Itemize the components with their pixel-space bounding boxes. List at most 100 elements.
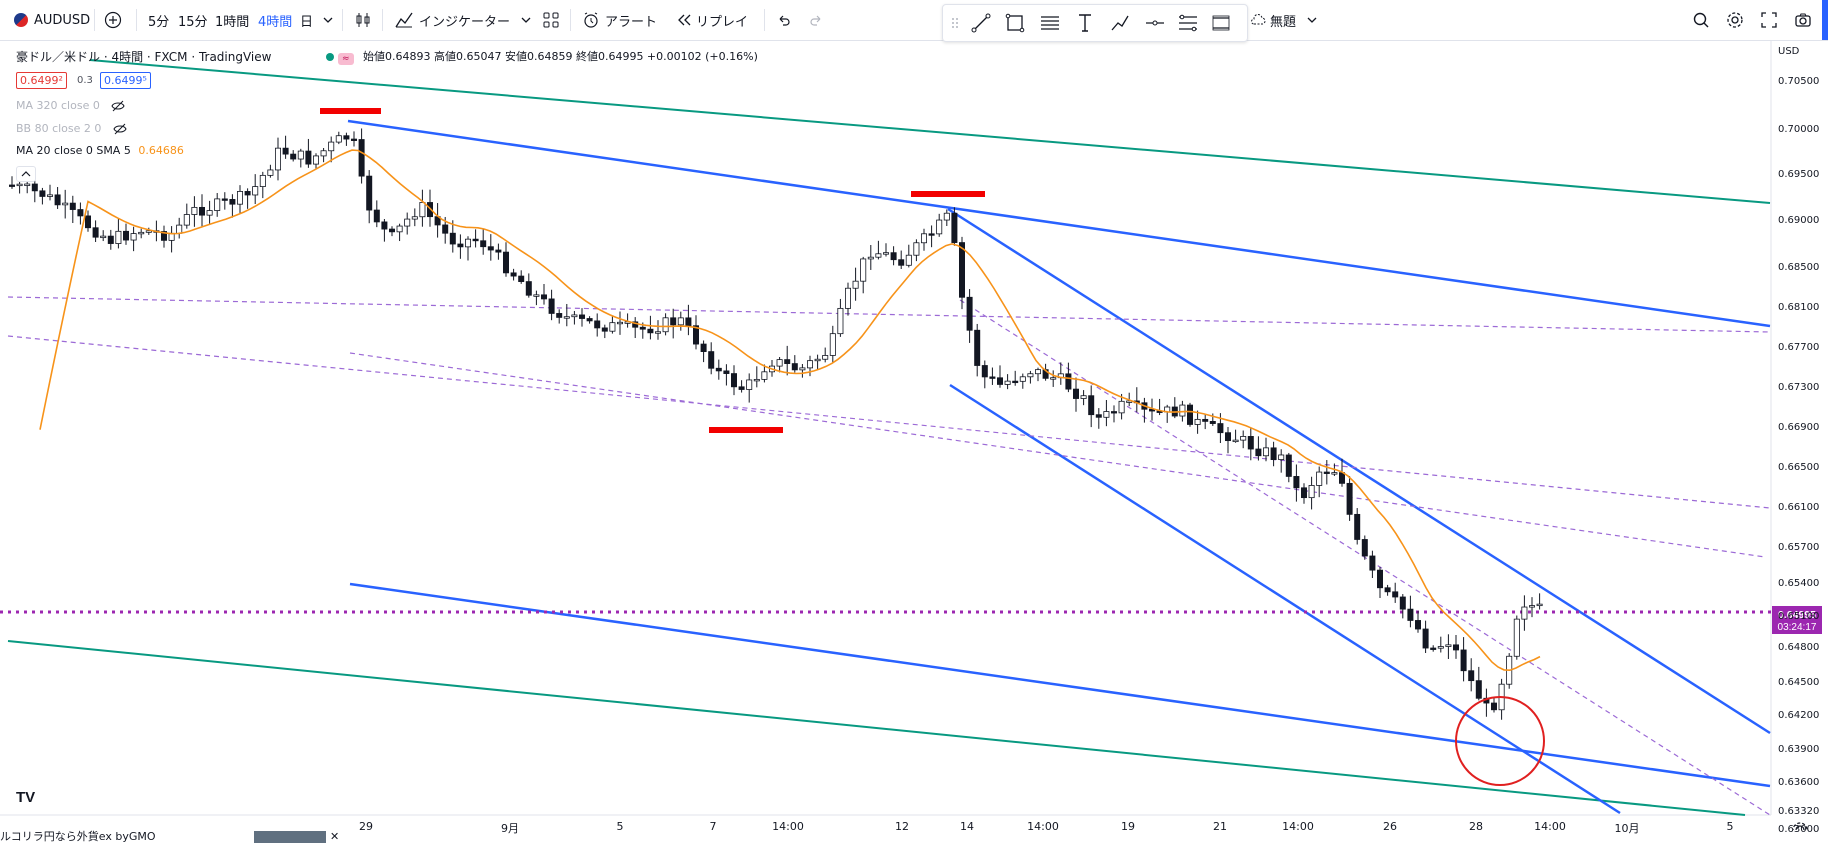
candle-body: [24, 183, 31, 186]
ad-close-icon[interactable]: ✕: [330, 830, 340, 843]
bid-price[interactable]: 0.6499²: [16, 72, 67, 89]
candle-body: [214, 198, 221, 211]
candle-body: [1293, 476, 1300, 489]
x-tick-label: 21: [1213, 820, 1227, 833]
candle-body: [799, 367, 806, 371]
candle-body: [1270, 447, 1277, 460]
candle-body: [335, 135, 342, 143]
candle-body: [396, 225, 403, 233]
interval-1h[interactable]: 1時間: [215, 14, 250, 30]
layout-name-button[interactable]: 無題: [1250, 0, 1318, 40]
candle-body: [495, 249, 502, 253]
candle-body: [936, 219, 943, 235]
interval-1d[interactable]: 日: [300, 14, 314, 30]
indicators-dropdown[interactable]: [520, 0, 532, 40]
ad-text[interactable]: ルコリラ円なら外貨ex byGMO: [0, 830, 156, 843]
indicators-button[interactable]: インジケーター: [394, 0, 510, 40]
candle-body: [320, 150, 327, 157]
fullscreen-button[interactable]: [1760, 0, 1778, 40]
candle-body: [510, 272, 517, 277]
parallel-channel-icon[interactable]: [1176, 11, 1200, 35]
candle-body: [525, 281, 532, 296]
x-tick-label: 5: [1726, 820, 1734, 833]
edge-indicator: [1822, 0, 1828, 40]
snapshot-button[interactable]: [1794, 0, 1812, 40]
candle-body: [1255, 448, 1262, 457]
market-status-dot: [326, 53, 334, 61]
axis-settings-icon: [1792, 822, 1808, 830]
eye-hidden-icon[interactable]: [113, 123, 127, 135]
interval-5m[interactable]: 5分: [148, 14, 170, 30]
ma20-label: MA 20 close 0 SMA 5: [16, 144, 131, 157]
candle-body: [905, 254, 912, 266]
candle-body: [1475, 680, 1482, 699]
blue-channel-upper: [347, 119, 1771, 328]
red-marker-3: [709, 427, 783, 433]
alarm-clock-icon: [584, 12, 598, 28]
candle-body: [274, 147, 281, 171]
ma20-legend[interactable]: MA 20 close 0 SMA 5 0.64686: [16, 144, 184, 157]
interval-dropdown[interactable]: [322, 0, 334, 40]
text-tool-icon[interactable]: [1073, 11, 1097, 35]
chart-title: 豪ドル／米ドル · 4時間 · FXCM · TradingView: [16, 50, 272, 64]
x-tick-label: 26: [1383, 820, 1397, 833]
candles-icon: [356, 13, 370, 27]
green-channel-upper: [89, 59, 1771, 204]
ohlc-values: 始値0.64893 高値0.65047 安値0.64859 終値0.64995 …: [363, 50, 758, 63]
candle-body: [647, 328, 654, 334]
trendline-tool-icon[interactable]: [969, 11, 993, 35]
ma320-legend[interactable]: MA 320 close 0: [16, 99, 125, 112]
ask-price[interactable]: 0.6499⁵: [100, 72, 151, 89]
eye-hidden-icon[interactable]: [111, 100, 125, 112]
y-tick-label: 0.67300: [1778, 382, 1820, 393]
chart-type-button[interactable]: [354, 0, 372, 40]
collapse-legend-button[interactable]: [16, 166, 36, 182]
price-chart[interactable]: 0.64995 03:24:17 TV: [0, 41, 1828, 830]
undo-button[interactable]: [776, 0, 792, 40]
channel-tool-icon[interactable]: [1209, 11, 1233, 35]
candle-body: [123, 230, 130, 241]
legend-status[interactable]: ≈: [326, 50, 354, 65]
redo-button[interactable]: [808, 0, 824, 40]
candle-body: [1285, 454, 1292, 477]
ad-image[interactable]: [254, 831, 326, 843]
candle-body: [1323, 471, 1330, 474]
fib-tool-icon[interactable]: [1038, 11, 1062, 35]
search-button[interactable]: [1692, 0, 1710, 40]
x-tick-label: 28: [1469, 820, 1483, 833]
candle-body: [943, 212, 950, 221]
drag-handle-icon[interactable]: [949, 11, 961, 35]
candle-body: [31, 183, 38, 192]
candle-body: [47, 194, 54, 197]
symbol-search-button[interactable]: AUDUSD: [14, 0, 90, 40]
candles-group: [8, 128, 1543, 720]
candle-body: [305, 150, 312, 165]
candle-body: [784, 359, 791, 364]
y-tick-label: 0.64800: [1778, 642, 1820, 653]
path-tool-icon[interactable]: [1108, 11, 1132, 35]
interval-4h[interactable]: 4時間: [258, 14, 293, 30]
bb80-legend[interactable]: BB 80 close 2 0: [16, 122, 127, 135]
horizontal-ray-icon[interactable]: [1143, 11, 1167, 35]
add-symbol-button[interactable]: [104, 0, 122, 40]
settings-button[interactable]: [1726, 0, 1744, 40]
candle-body: [1316, 471, 1323, 486]
candle-body: [1073, 388, 1080, 399]
x-tick-label: 14: [960, 820, 974, 833]
y-tick-label: 0.63000: [1778, 824, 1820, 835]
axis-currency: USD: [1778, 46, 1800, 57]
rectangle-tool-icon[interactable]: [1003, 11, 1027, 35]
interval-15m[interactable]: 15分: [178, 14, 208, 30]
candle-body: [860, 258, 867, 282]
candle-body: [776, 359, 783, 367]
templates-button[interactable]: [542, 0, 560, 40]
candle-body: [837, 307, 844, 335]
candle-body: [8, 184, 15, 187]
candle-body: [814, 358, 821, 362]
replay-button[interactable]: リプレイ: [676, 0, 748, 40]
alert-button[interactable]: アラート: [582, 0, 657, 40]
undo-icon: [779, 15, 790, 26]
candle-body: [913, 242, 920, 256]
candle-body: [1399, 596, 1406, 610]
candle-body: [822, 355, 829, 360]
